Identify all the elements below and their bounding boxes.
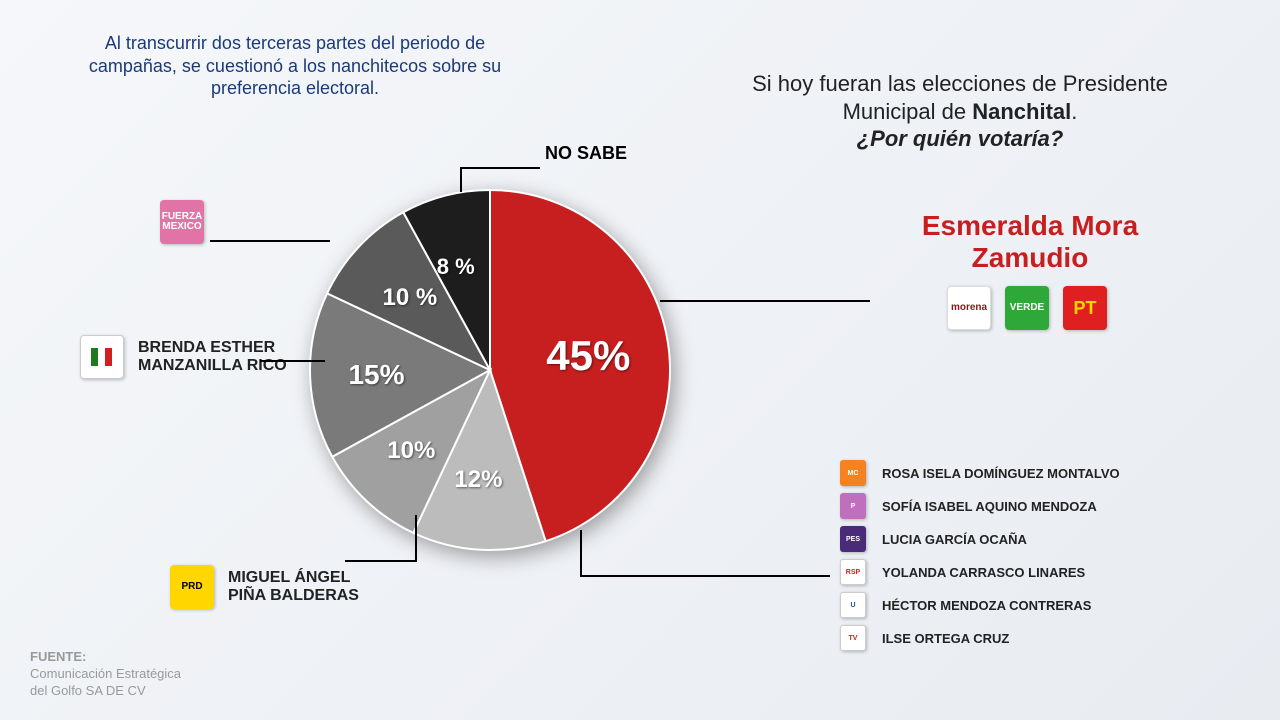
others-name: LUCIA GARCÍA OCAÑA bbox=[882, 532, 1027, 547]
others-row: PES LUCIA GARCÍA OCAÑA bbox=[840, 526, 1240, 552]
winner-l2: Zamudio bbox=[972, 242, 1089, 273]
question-line3: ¿Por quién votaría? bbox=[857, 126, 1064, 151]
source-l2: del Golfo SA DE CV bbox=[30, 683, 146, 698]
ext-prd-l2: PIÑA BALDERAS bbox=[228, 587, 359, 604]
leader-line-pri bbox=[260, 360, 325, 362]
unidad-icon: U bbox=[840, 592, 866, 618]
others-list: MC ROSA ISELA DOMÍNGUEZ MONTALVO P SOFÍA IS… bbox=[840, 460, 1240, 658]
morena-icon: morena bbox=[947, 286, 991, 330]
source-head: FUENTE: bbox=[30, 649, 86, 664]
others-row: U HÉCTOR MENDOZA CONTRERAS bbox=[840, 592, 1240, 618]
mc-icon: MC bbox=[840, 460, 866, 486]
todos-icon: TV bbox=[840, 625, 866, 651]
others-name: ILSE ORTEGA CRUZ bbox=[882, 631, 1009, 646]
others-name: ROSA ISELA DOMÍNGUEZ MONTALVO bbox=[882, 466, 1120, 481]
fuerza-icon: FUERZA MEXICO bbox=[160, 200, 204, 244]
pri-icon bbox=[80, 335, 124, 379]
nosabe-label: NO SABE bbox=[545, 143, 627, 164]
ext-pri-l1: BRENDA ESTHER bbox=[138, 339, 275, 356]
others-name: SOFÍA ISABEL AQUINO MENDOZA bbox=[882, 499, 1097, 514]
question-text: Si hoy fueran las elecciones de Presiden… bbox=[680, 70, 1240, 153]
rsp-icon: RSP bbox=[840, 559, 866, 585]
leader-line-winner bbox=[660, 300, 870, 302]
intro-text: Al transcurrir dos terceras partes del p… bbox=[70, 32, 520, 100]
leader-line-nosabe-v bbox=[460, 167, 462, 192]
source-credit: FUENTE: Comunicación Estratégica del Gol… bbox=[30, 649, 181, 700]
ext-pri: BRENDA ESTHER MANZANILLA RICO bbox=[80, 335, 287, 379]
podemos-icon: P bbox=[840, 493, 866, 519]
leader-line-prd-v bbox=[415, 515, 417, 560]
others-row: RSP YOLANDA CARRASCO LINARES bbox=[840, 559, 1240, 585]
ext-prd: PRD MIGUEL ÁNGEL PIÑA BALDERAS bbox=[170, 565, 359, 609]
source-l1: Comunicación Estratégica bbox=[30, 666, 181, 681]
pt-icon: PT bbox=[1063, 286, 1107, 330]
question-line2-bold: Nanchital bbox=[972, 99, 1071, 124]
leader-line-others-v bbox=[580, 530, 582, 575]
pie-chart: 45%12%10%15%10 %8 % bbox=[300, 180, 680, 560]
leader-line-prd-h bbox=[345, 560, 417, 562]
others-name: HÉCTOR MENDOZA CONTRERAS bbox=[882, 598, 1091, 613]
winner-name: Esmeralda Mora Zamudio bbox=[880, 210, 1180, 274]
prd-icon: PRD bbox=[170, 565, 214, 609]
others-name: YOLANDA CARRASCO LINARES bbox=[882, 565, 1085, 580]
others-row: P SOFÍA ISABEL AQUINO MENDOZA bbox=[840, 493, 1240, 519]
winner-parties: morena VERDE PT bbox=[880, 286, 1180, 330]
question-line1: Si hoy fueran las elecciones de Presiden… bbox=[752, 71, 1168, 96]
pes-icon: PES bbox=[840, 526, 866, 552]
others-row: MC ROSA ISELA DOMÍNGUEZ MONTALVO bbox=[840, 460, 1240, 486]
winner-l1: Esmeralda Mora bbox=[922, 210, 1138, 241]
verde-icon: VERDE bbox=[1005, 286, 1049, 330]
leader-line-fuerza bbox=[210, 240, 330, 242]
leader-line-others-h bbox=[580, 575, 830, 577]
ext-prd-l1: MIGUEL ÁNGEL bbox=[228, 569, 350, 586]
leader-line-nosabe-h bbox=[460, 167, 540, 169]
others-row: TV ILSE ORTEGA CRUZ bbox=[840, 625, 1240, 651]
ext-fuerza: FUERZA MEXICO bbox=[160, 200, 210, 244]
winner-block: Esmeralda Mora Zamudio morena VERDE PT bbox=[880, 210, 1180, 330]
question-line2a: Municipal de bbox=[843, 99, 973, 124]
question-line2c: . bbox=[1071, 99, 1077, 124]
